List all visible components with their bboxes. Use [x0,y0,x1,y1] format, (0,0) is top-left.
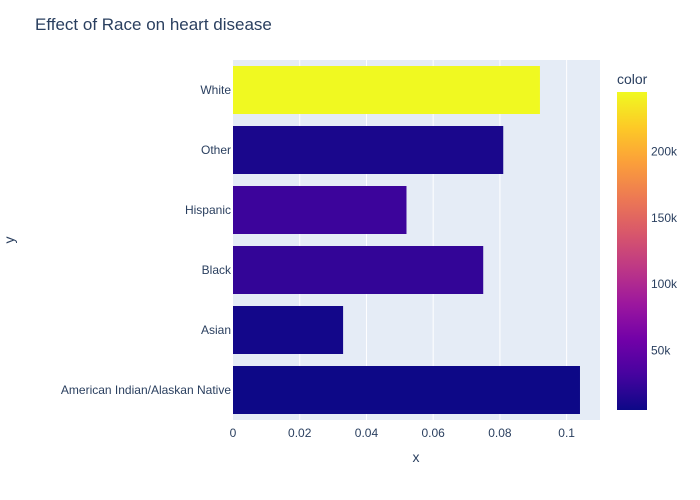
x-tick-label: 0 [230,426,237,440]
colorbar-tick-label: 100k [651,277,678,291]
bar [233,66,540,114]
y-tick-label: White [200,83,231,97]
x-gridlines [299,60,568,420]
bar [233,246,484,294]
x-tick-label: 0.04 [355,426,379,440]
y-axis-title: y [1,237,17,244]
colorbar-title: color [617,71,648,87]
bar [233,126,504,174]
bar [233,306,344,354]
colorbar-tick-label: 50k [651,343,671,357]
x-tick-labels: 0 0.02 0.04 0.06 0.08 0.1 [230,426,576,440]
chart-title: Effect of Race on heart disease [35,15,272,34]
y-tick-label: American Indian/Alaskan Native [61,383,231,397]
y-tick-label: Other [201,143,231,157]
bar [233,186,407,234]
y-tick-label: Hispanic [185,203,231,217]
y-tick-labels: American Indian/Alaskan Native Asian Black… [61,83,232,397]
bar [233,366,580,414]
y-tick-label: Black [202,263,232,277]
colorbar-tick-labels: 50k 100k 150k 200k [651,145,678,358]
x-tick-label: 0.02 [288,426,312,440]
x-tick-label: 0.08 [488,426,512,440]
colorbar-tick-label: 200k [651,145,678,159]
colorbar [617,92,647,410]
x-axis-title: x [413,449,420,465]
bars [233,66,580,414]
x-tick-label: 0.1 [558,426,575,440]
colorbar-tick-label: 150k [651,211,678,225]
y-tick-label: Asian [201,323,231,337]
plot-area-background [233,60,600,420]
x-tick-label: 0.06 [422,426,446,440]
